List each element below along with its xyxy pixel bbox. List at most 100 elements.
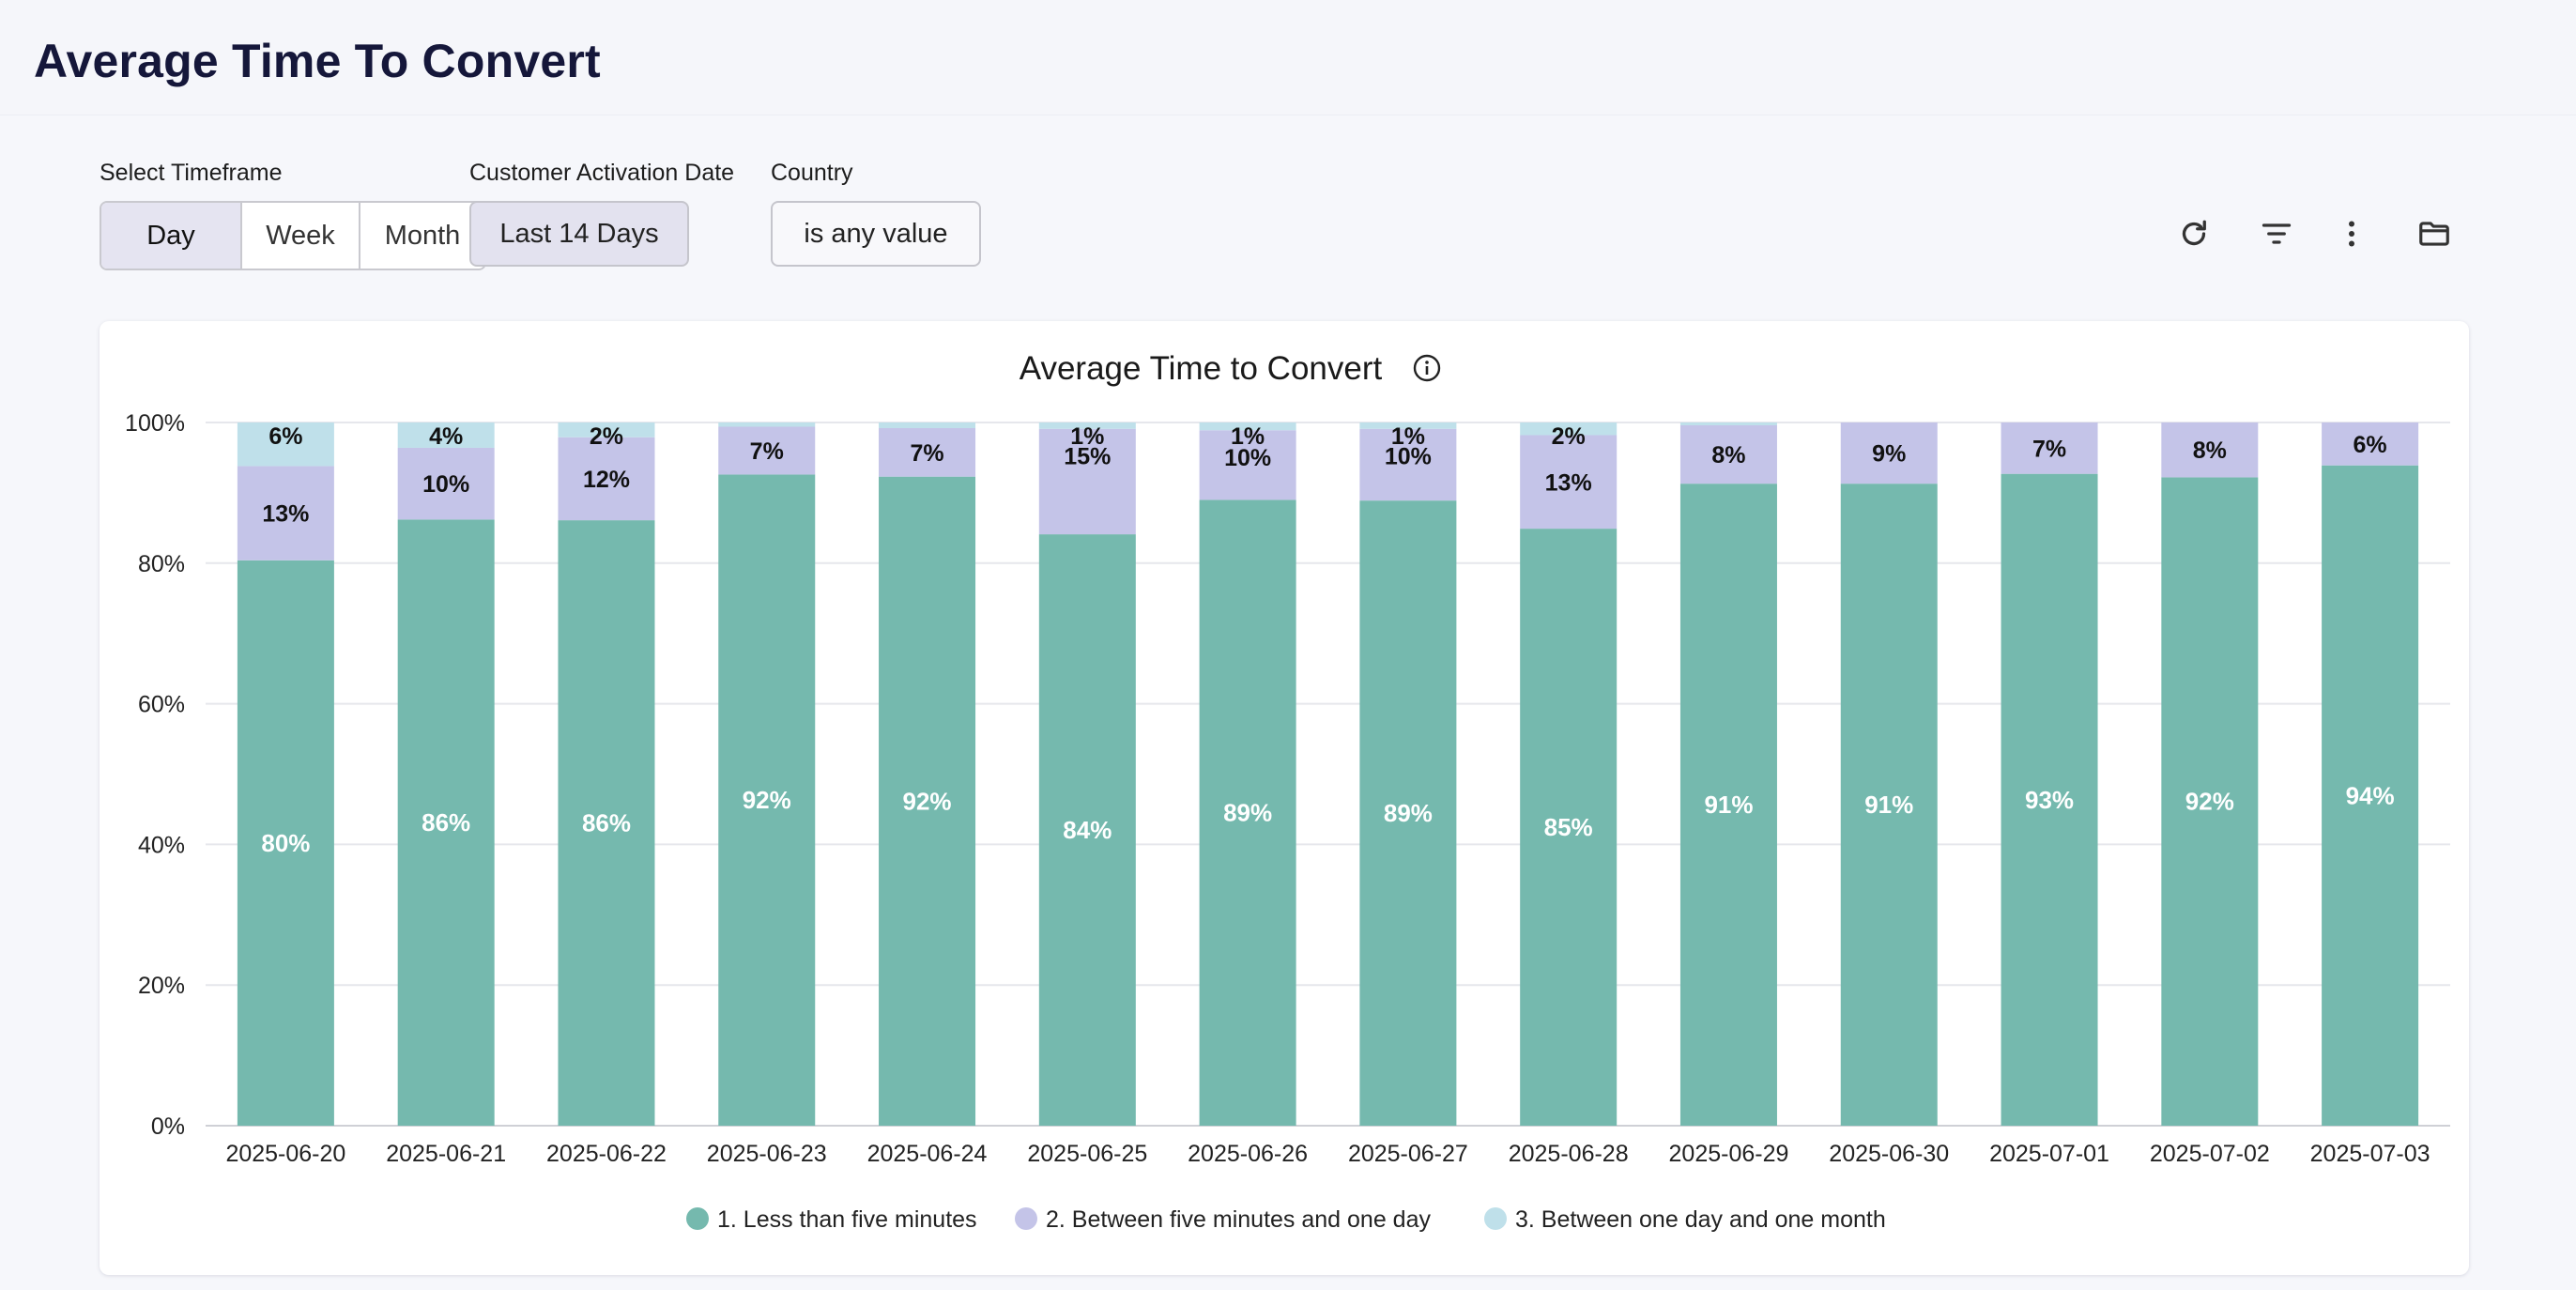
x-tick-label: 2025-06-29 [1669, 1141, 1789, 1167]
data-label: 8% [1711, 442, 1745, 468]
y-tick-label: 80% [138, 551, 185, 577]
timeframe-selector: Day Week Month [100, 201, 486, 270]
bar-segment[interactable] [1840, 484, 1938, 1126]
bar-segment[interactable] [718, 422, 816, 427]
stacked-bar-chart: 80% 13% 6% 86% 10% 4% 86% 12% 2% 92% 7% 92% 7% 84% 15%… [125, 350, 2450, 1233]
activation-date-filter[interactable]: Last 14 Days [469, 201, 689, 267]
data-label: 91% [1704, 791, 1753, 819]
bar-segment[interactable] [1038, 422, 1136, 429]
data-label: 15% [1064, 444, 1111, 470]
bar-segment[interactable] [237, 422, 334, 467]
data-label: 92% [903, 787, 952, 815]
data-label: 94% [2346, 781, 2395, 809]
bar-segment[interactable] [1840, 422, 1938, 484]
bar-segment[interactable] [2001, 473, 2098, 1126]
data-label: 13% [262, 501, 309, 528]
data-label: 2% [1552, 423, 1586, 450]
bar-segment[interactable] [237, 466, 334, 561]
data-label: 86% [422, 808, 470, 837]
x-tick-label: 2025-06-20 [225, 1141, 345, 1167]
activation-date-label: Customer Activation Date [469, 160, 735, 186]
bar-segment[interactable] [558, 422, 655, 438]
data-label: 1% [1070, 423, 1104, 450]
bar-segment[interactable] [1038, 534, 1136, 1126]
legend-swatch [1484, 1207, 1507, 1230]
bar-segment[interactable] [558, 437, 655, 521]
bar-segment[interactable] [1679, 424, 1777, 484]
bar-segment[interactable] [718, 474, 816, 1126]
data-label: 93% [2025, 786, 2074, 814]
data-label: 80% [261, 829, 310, 857]
data-label: 10% [422, 471, 469, 498]
data-label: 85% [1544, 813, 1593, 841]
bar-segment[interactable] [2322, 422, 2419, 466]
data-label: 92% [2185, 788, 2234, 816]
bar-segment[interactable] [2161, 477, 2259, 1126]
filter-icon[interactable] [2253, 210, 2300, 257]
bar-segment[interactable] [558, 520, 655, 1126]
data-label: 7% [750, 438, 784, 465]
x-tick-label: 2025-06-30 [1829, 1141, 1949, 1167]
x-tick-label: 2025-06-27 [1348, 1141, 1468, 1167]
y-tick-label: 20% [138, 973, 185, 999]
bar-segment[interactable] [2161, 422, 2259, 478]
legend-item[interactable]: 3. Between one day and one month [1515, 1206, 1886, 1233]
bar-segment[interactable] [1199, 422, 1296, 431]
data-label: 86% [582, 809, 631, 837]
country-filter[interactable]: is any value [771, 201, 981, 267]
x-tick-label: 2025-06-23 [707, 1141, 827, 1167]
bar-segment[interactable] [718, 426, 816, 475]
bar-segment[interactable] [1359, 428, 1457, 501]
bar-segment[interactable] [397, 519, 495, 1126]
data-label: 6% [2354, 432, 2387, 458]
info-icon[interactable] [1413, 354, 1441, 382]
bar-segment[interactable] [237, 560, 334, 1126]
y-tick-label: 40% [138, 832, 185, 858]
legend-swatch [1015, 1207, 1037, 1230]
data-label: 10% [1224, 445, 1271, 471]
chart-card: 80% 13% 6% 86% 10% 4% 86% 12% 2% 92% 7% 92% 7% 84% 15%… [100, 321, 2469, 1275]
bar-segment[interactable] [2322, 465, 2419, 1127]
x-tick-label: 2025-06-26 [1188, 1141, 1308, 1167]
bar-segment[interactable] [1199, 430, 1296, 500]
legend-swatch [686, 1207, 709, 1230]
x-tick-label: 2025-06-25 [1027, 1141, 1147, 1167]
data-label: 92% [743, 786, 791, 814]
legend-item[interactable]: 2. Between five minutes and one day [1046, 1206, 1431, 1233]
timeframe-month-button[interactable]: Month [384, 220, 461, 251]
bar-segment[interactable] [397, 447, 495, 520]
data-label: 1% [1391, 423, 1425, 450]
data-label: 10% [1385, 444, 1432, 470]
bar-segment[interactable] [879, 476, 976, 1127]
page-header: Average Time To Convert [0, 0, 2576, 115]
data-label: 7% [2032, 436, 2066, 462]
legend-item[interactable]: 1. Less than five minutes [717, 1206, 977, 1233]
bar-segment[interactable] [1520, 529, 1618, 1126]
bar-segment[interactable] [879, 422, 976, 428]
folder-icon[interactable] [2411, 210, 2458, 257]
x-tick-label: 2025-06-21 [386, 1141, 506, 1167]
bar-segment[interactable] [1038, 428, 1136, 535]
timeframe-day-button[interactable]: Day [101, 203, 242, 269]
data-label: 84% [1063, 816, 1112, 844]
bar-segment[interactable] [397, 422, 495, 448]
bar-segment[interactable] [2001, 422, 2098, 474]
bar-segment[interactable] [1520, 435, 1618, 530]
data-label: 89% [1223, 799, 1272, 827]
bar-segment[interactable] [1679, 422, 1777, 425]
refresh-icon[interactable] [2170, 210, 2217, 257]
timeframe-week-button[interactable]: Week [242, 203, 360, 269]
bar-segment[interactable] [1520, 422, 1618, 436]
data-label: 6% [268, 423, 302, 450]
data-label: 12% [583, 467, 630, 493]
bar-segment[interactable] [1199, 499, 1296, 1126]
bar-segment[interactable] [1359, 500, 1457, 1126]
y-tick-label: 60% [138, 692, 185, 718]
chart-title: Average Time to Convert [1020, 350, 1383, 387]
bar-segment[interactable] [1359, 422, 1457, 429]
bar-segment[interactable] [1679, 484, 1777, 1126]
more-vertical-icon[interactable] [2328, 210, 2375, 257]
y-tick-label: 0% [151, 1113, 185, 1140]
x-tick-label: 2025-06-22 [546, 1141, 667, 1167]
bar-segment[interactable] [879, 427, 976, 477]
